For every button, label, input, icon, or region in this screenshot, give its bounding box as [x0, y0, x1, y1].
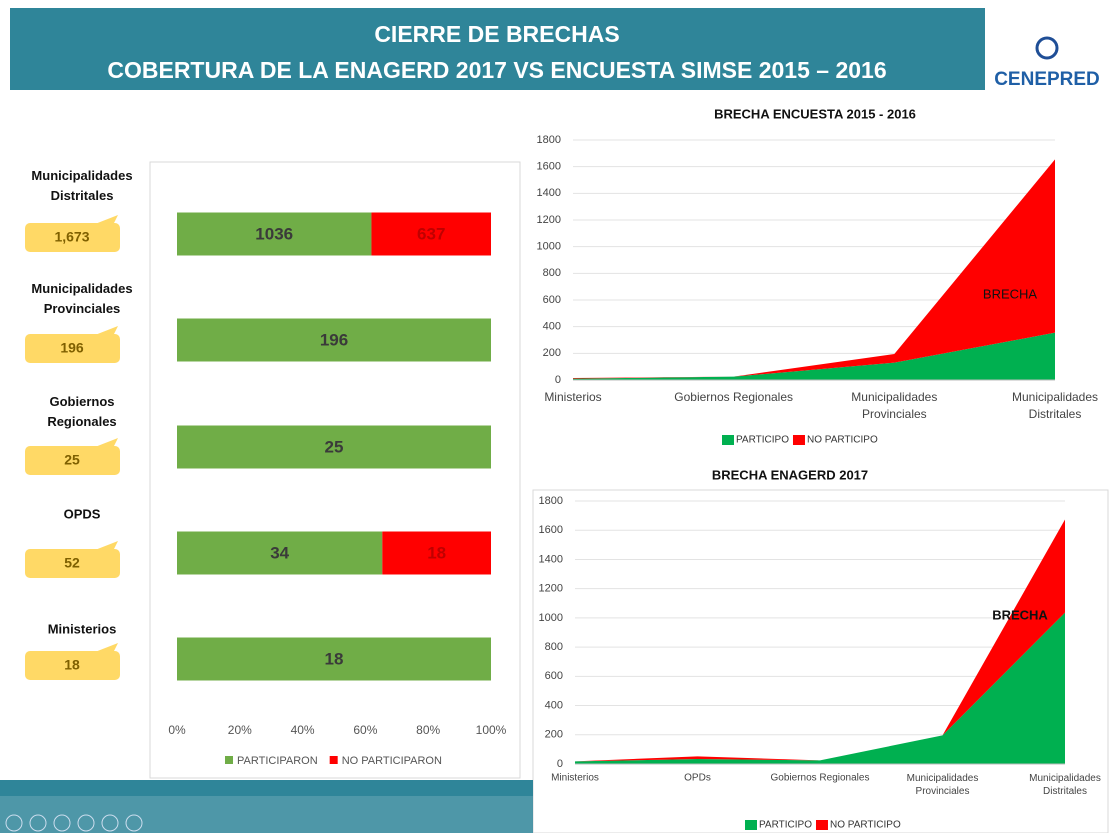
x-tick-label: Gobiernos Regionales — [771, 773, 870, 784]
legend-swatch — [722, 435, 734, 445]
bar-segment — [177, 318, 491, 362]
prev-button[interactable] — [5, 814, 23, 832]
y-tick-label: 0 — [557, 758, 563, 770]
x-tick-label: Municipalidades Distritales — [1029, 773, 1101, 797]
callout — [25, 223, 120, 252]
x-tick-label: Gobiernos Regionales — [674, 390, 793, 404]
area — [573, 159, 1055, 379]
more-button[interactable] — [125, 814, 143, 832]
x-tick-label: OPDs — [684, 773, 711, 784]
bar-segment — [177, 637, 491, 681]
x-tick-label: Municipalidades Distritales — [1012, 390, 1098, 421]
next-button[interactable] — [29, 814, 47, 832]
area — [575, 612, 1065, 764]
group-label: OPDS — [64, 506, 101, 521]
callout-value: 196 — [60, 340, 84, 356]
legend-swatch — [745, 820, 757, 830]
bar-value-label: 18 — [325, 649, 344, 668]
footer-stripe — [0, 780, 533, 796]
y-tick-label: 800 — [543, 267, 561, 279]
callout-value: 25 — [64, 452, 80, 468]
y-tick-label: 1200 — [537, 214, 561, 226]
group-label: Gobiernos Regionales — [47, 394, 116, 429]
bar-segment — [177, 531, 383, 575]
y-tick-label: 1200 — [539, 583, 563, 595]
callout — [25, 651, 120, 680]
bar-value-label: 18 — [427, 543, 446, 562]
callout — [25, 446, 120, 475]
toolbar — [0, 796, 533, 833]
y-tick-label: 1000 — [539, 612, 563, 624]
bar-segment — [177, 425, 491, 469]
callout — [25, 549, 120, 578]
logo-icon — [1035, 36, 1059, 60]
x-tick-label: 0% — [168, 723, 186, 737]
header-bar — [10, 8, 985, 90]
y-tick-label: 400 — [545, 699, 563, 711]
x-tick-label: Ministerios — [544, 390, 601, 404]
legend-swatch — [225, 756, 233, 764]
legend-label: PARTICIPARON — [237, 755, 318, 767]
annotation: BRECHA — [992, 607, 1048, 622]
bar-value-label: 196 — [320, 330, 348, 349]
y-tick-label: 600 — [543, 294, 561, 306]
y-tick-label: 0 — [555, 374, 561, 386]
bar-value-label: 637 — [417, 224, 445, 243]
x-tick-label: 60% — [353, 723, 377, 737]
bar-value-label: 25 — [325, 437, 344, 456]
y-tick-label: 400 — [543, 321, 561, 333]
chart-title: BRECHA ENAGERD 2017 — [712, 467, 868, 482]
annotation: BRECHA — [983, 286, 1038, 301]
x-tick-label: Ministerios — [551, 773, 599, 784]
legend-swatch — [329, 756, 338, 764]
callout-value: 1,673 — [54, 229, 89, 245]
legend-label: NO PARTICIPARON — [342, 755, 442, 767]
group-label: Municipalidades Distritales — [31, 168, 132, 203]
bar-value-label: 34 — [270, 543, 289, 562]
header-title: CIERRE DE BRECHAS — [374, 21, 619, 47]
y-tick-label: 1800 — [539, 495, 563, 507]
y-tick-label: 600 — [545, 670, 563, 682]
bar-segment — [177, 212, 372, 256]
y-tick-label: 1600 — [537, 161, 561, 173]
y-tick-label: 1400 — [539, 553, 563, 565]
y-tick-label: 200 — [543, 347, 561, 359]
callout-value: 18 — [64, 657, 80, 673]
legend-label: PARTICIPO — [736, 435, 789, 446]
bar-segment — [371, 212, 491, 256]
pen-button[interactable] — [53, 814, 71, 832]
y-tick-label: 1600 — [539, 524, 563, 536]
callout-value: 52 — [64, 555, 80, 571]
x-tick-label: 100% — [476, 723, 507, 737]
toolbar-icons — [5, 814, 143, 832]
callout — [25, 334, 120, 363]
chart-title: BRECHA ENCUESTA 2015 - 2016 — [714, 106, 916, 121]
legend-label: NO PARTICIPO — [830, 820, 901, 831]
area — [573, 332, 1055, 380]
bar-value-label: 1036 — [255, 224, 293, 243]
header-subtitle: COBERTURA DE LA ENAGERD 2017 VS ENCUESTA… — [107, 57, 886, 83]
legend-swatch — [792, 435, 805, 445]
y-tick-label: 200 — [545, 729, 563, 741]
bar-segment — [382, 531, 491, 575]
legend-label: PARTICIPO — [759, 820, 812, 831]
x-tick-label: 40% — [291, 723, 315, 737]
x-tick-label: Municipalidades Provinciales — [851, 390, 937, 421]
y-tick-label: 800 — [545, 641, 563, 653]
group-label: Municipalidades Provinciales — [31, 281, 132, 316]
legend-label: NO PARTICIPO — [807, 435, 878, 446]
y-tick-label: 1800 — [537, 134, 561, 146]
x-tick-label: Municipalidades Provinciales — [907, 773, 979, 797]
y-tick-label: 1400 — [537, 187, 561, 199]
y-tick-label: 1000 — [537, 241, 561, 253]
legend-swatch — [815, 820, 828, 830]
logo-text: CENEPRED — [994, 69, 1100, 90]
x-tick-label: 80% — [416, 723, 440, 737]
slides-button[interactable] — [77, 814, 95, 832]
x-tick-label: 20% — [228, 723, 252, 737]
group-label: Ministerios — [48, 621, 117, 636]
zoom-button[interactable] — [101, 814, 119, 832]
